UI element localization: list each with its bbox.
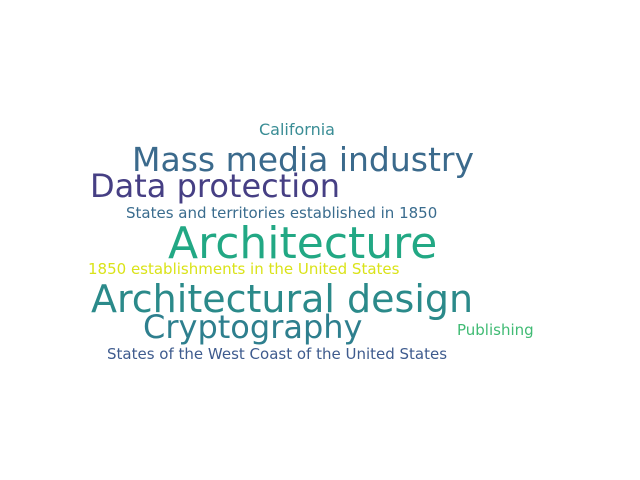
word-states-and-territories-1850: States and territories established in 18… — [126, 204, 438, 222]
word-cryptography: Cryptography — [143, 308, 363, 346]
word-states-west-coast: States of the West Coast of the United S… — [107, 345, 448, 363]
word-architecture: Architecture — [168, 218, 438, 269]
word-mass-media-industry: Mass media industry — [132, 140, 475, 179]
word-publishing: Publishing — [457, 321, 534, 339]
word-california: California — [259, 120, 335, 139]
word-1850-establishments-us: 1850 establishments in the United States — [88, 260, 400, 278]
word-cloud: California Mass media industry Data prot… — [80, 110, 570, 370]
word-data-protection: Data protection — [90, 167, 341, 205]
word-architectural-design: Architectural design — [91, 277, 474, 321]
